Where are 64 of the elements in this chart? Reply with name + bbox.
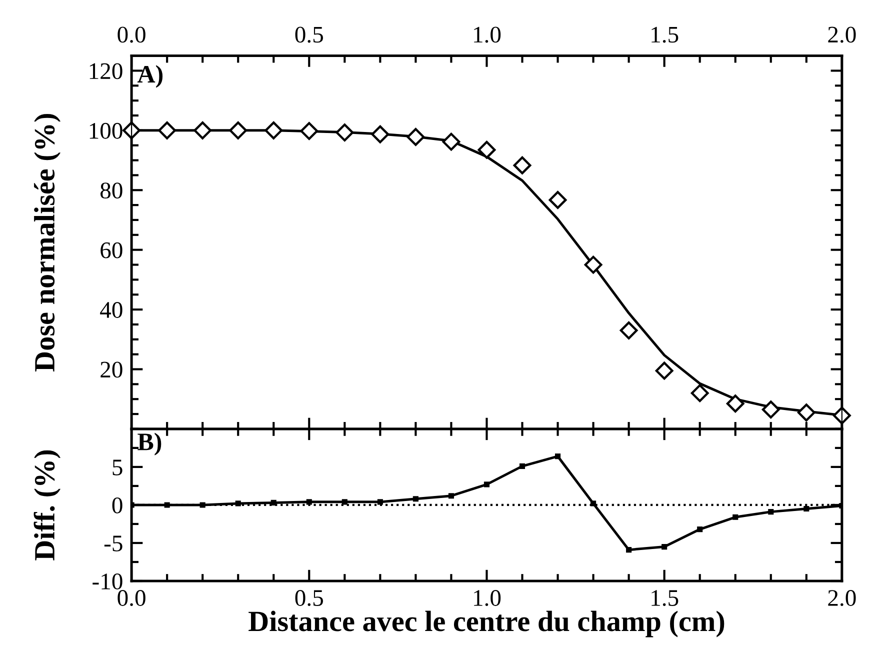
x-tick-label: 1.0 (474, 590, 501, 606)
point (442, 132, 460, 151)
point (804, 506, 810, 512)
annotation: B) (138, 432, 162, 456)
point (513, 156, 532, 174)
point (235, 500, 241, 506)
point (584, 256, 602, 274)
point (620, 321, 638, 340)
point (158, 121, 176, 140)
y-tick-label: -10 (92, 573, 122, 590)
point (626, 547, 632, 553)
point (554, 454, 561, 460)
y-tick-label: 100 (90, 122, 122, 139)
point (336, 124, 354, 142)
point (229, 121, 248, 140)
y-tick-label: 80 (100, 182, 122, 199)
annotation: A) (137, 65, 163, 88)
point (300, 122, 318, 140)
point (412, 496, 418, 502)
point (478, 140, 496, 159)
point (200, 502, 206, 508)
point (655, 362, 674, 380)
y-tick-label: 120 (90, 63, 122, 80)
y-tick-label: 20 (100, 362, 122, 378)
x2-tick-label: 0.0 (118, 26, 146, 43)
point (448, 493, 454, 499)
point (270, 500, 276, 506)
point (697, 526, 703, 532)
point (690, 384, 709, 402)
y-tick-label: 60 (100, 242, 122, 258)
point (377, 499, 383, 505)
point (590, 500, 596, 506)
point (406, 128, 425, 146)
y-tick-label: 5 (112, 460, 122, 476)
point (762, 400, 780, 419)
x2-tick-label: 1.0 (474, 26, 501, 43)
point (371, 125, 390, 144)
x-axis-title: Distance avec le centre du champ (cm) (248, 610, 724, 638)
y-tick-label: 0 (112, 497, 122, 514)
point (306, 499, 312, 505)
x2-tick-label: 1.5 (652, 26, 678, 43)
x-tick-label: 1.5 (652, 590, 678, 606)
y-tick-label: 40 (100, 302, 122, 318)
point (832, 406, 851, 424)
point (264, 121, 283, 140)
y-axis-title: Diff. (%) (34, 450, 61, 560)
point (548, 191, 567, 209)
x-tick-label: 2.0 (828, 590, 856, 606)
x-tick-label: 0.0 (118, 590, 146, 606)
y-tick-label: -5 (104, 536, 122, 552)
x2-tick-label: 0.5 (295, 26, 323, 43)
point (342, 499, 348, 505)
x2-tick-label: 2.0 (828, 26, 856, 43)
point (732, 514, 738, 520)
point (726, 394, 744, 413)
point (797, 404, 816, 422)
point (194, 121, 212, 140)
x-tick-label: 0.5 (295, 590, 323, 606)
point (662, 544, 668, 550)
y-axis-title: Dose normalisée (%) (34, 114, 61, 372)
point (768, 509, 774, 515)
point (484, 482, 490, 488)
point (519, 463, 526, 469)
point (164, 502, 170, 508)
